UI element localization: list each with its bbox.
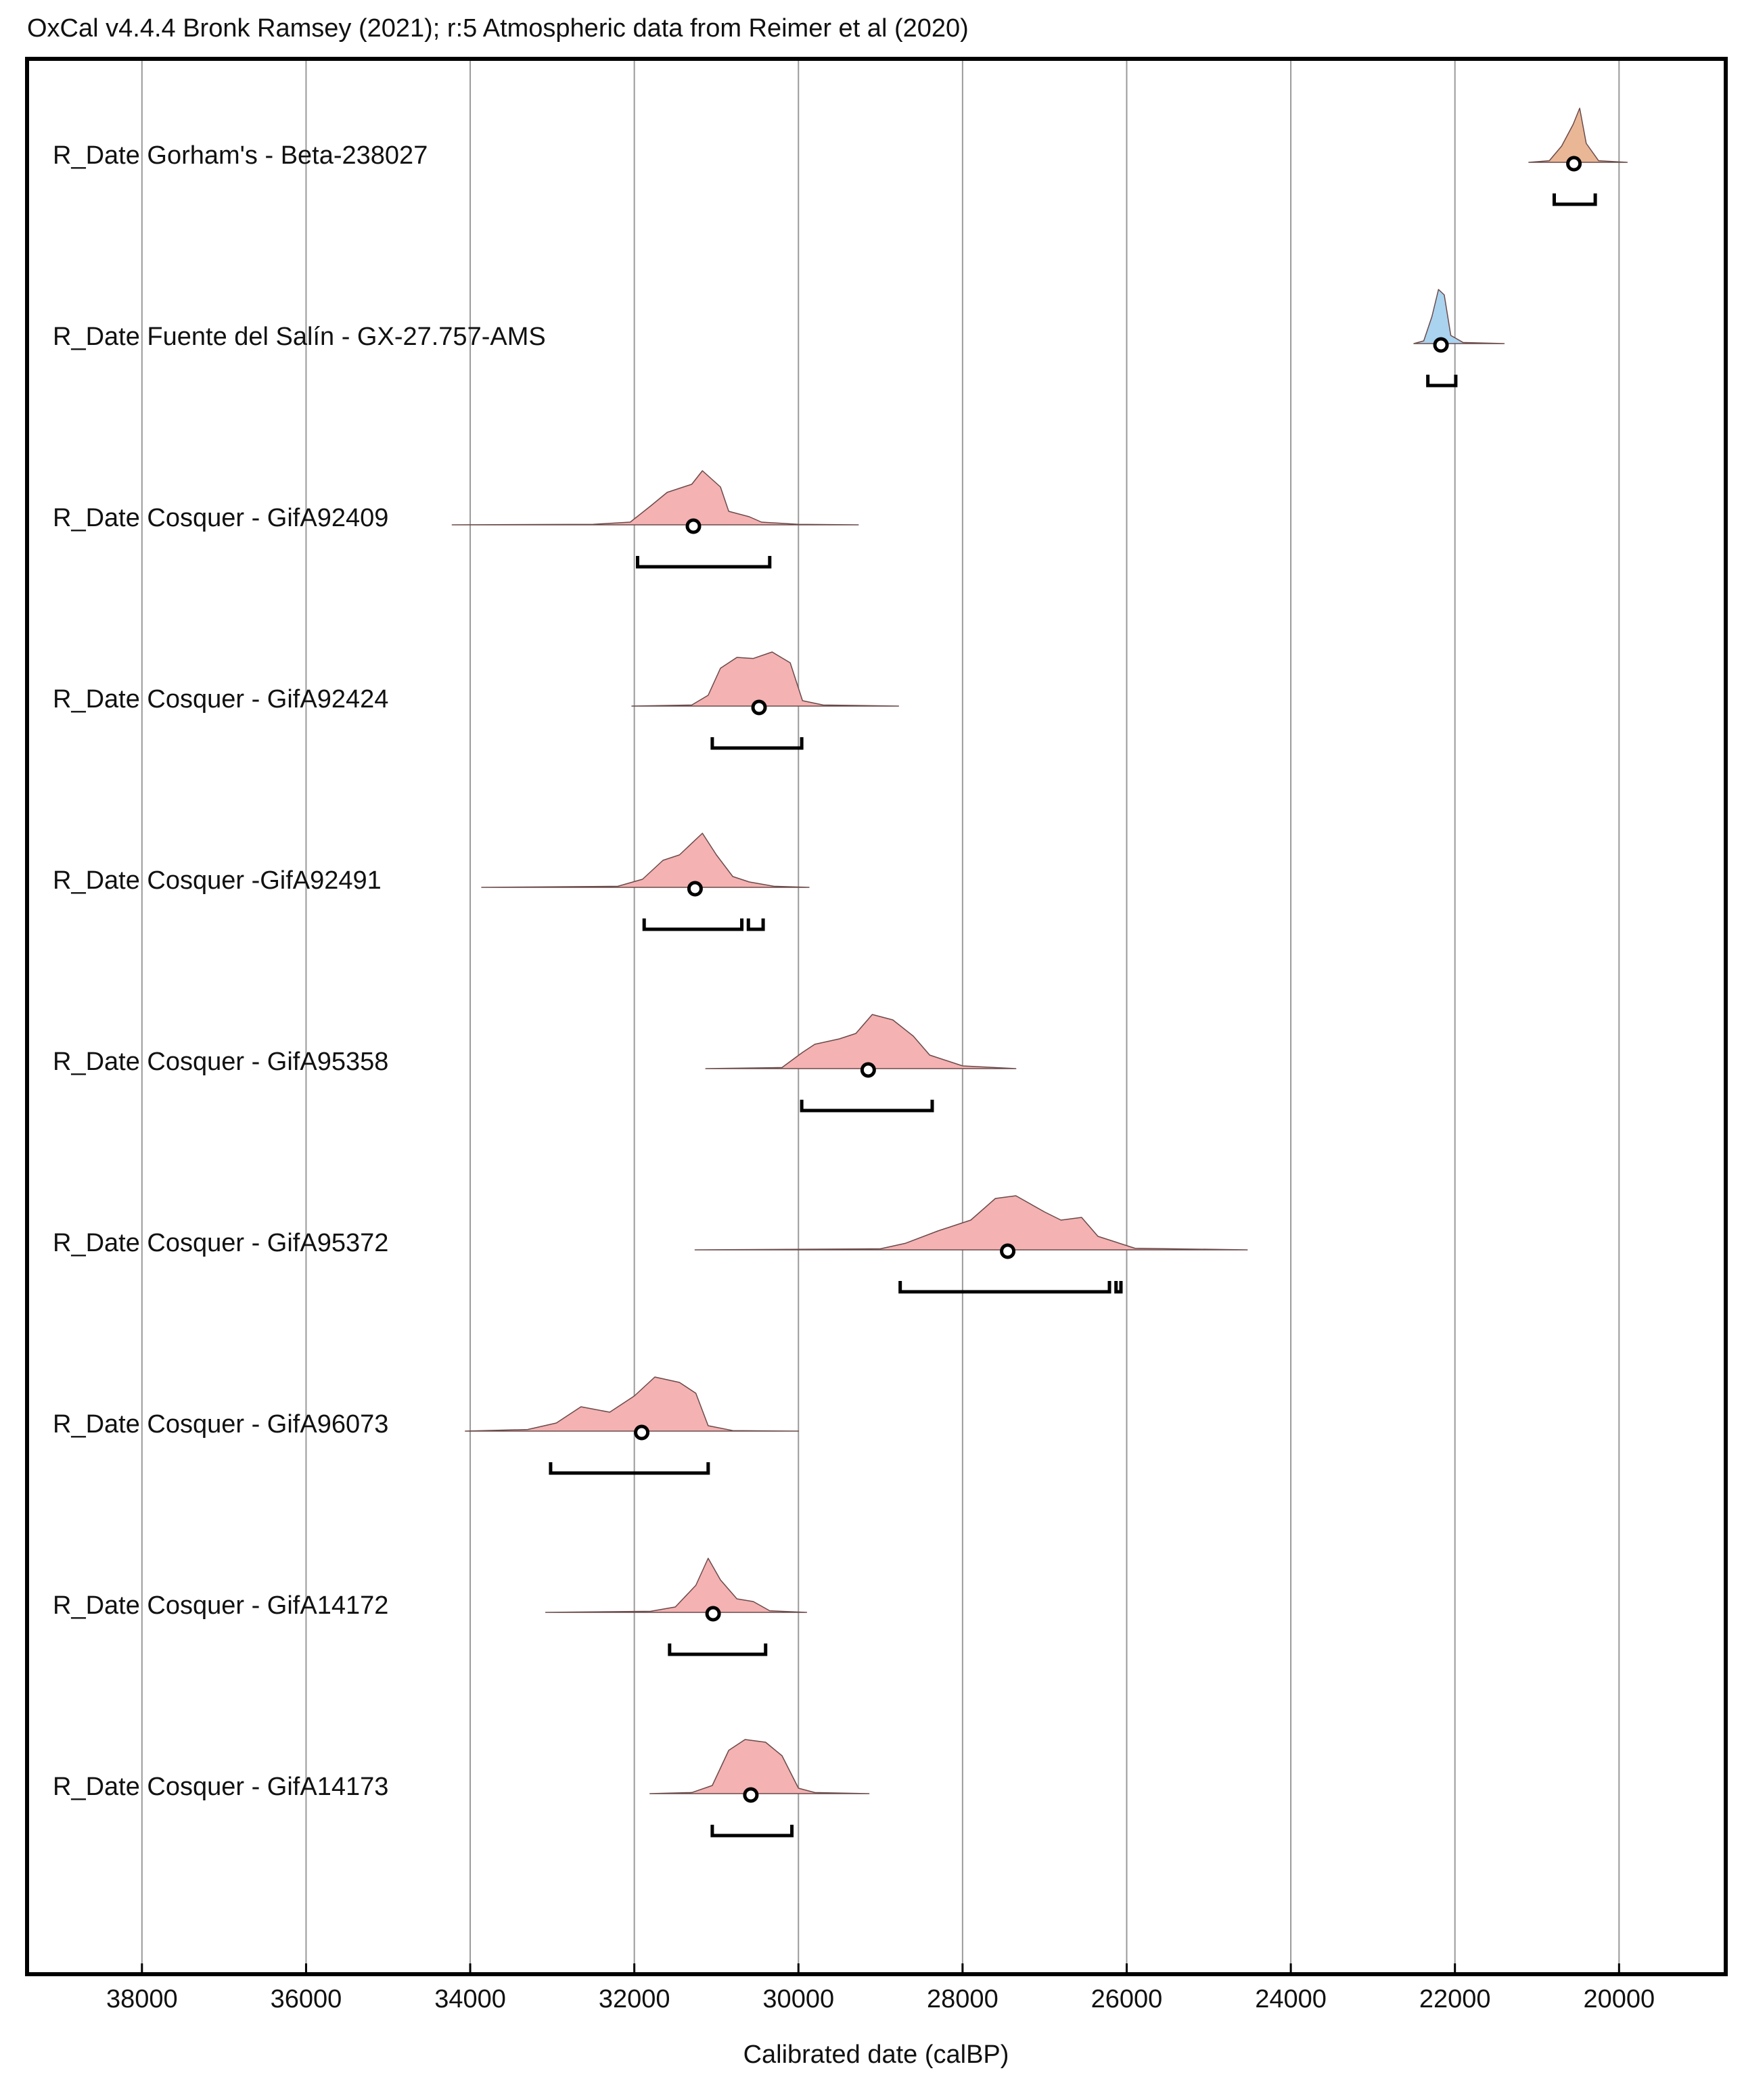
median-marker	[743, 1787, 759, 1803]
median-marker	[705, 1606, 721, 1622]
distribution	[1528, 108, 1628, 163]
distribution	[631, 651, 900, 707]
range-bracket	[746, 918, 765, 931]
x-tick-label: 26000	[1091, 1985, 1163, 2013]
date-label: R_Date Cosquer - GifA95358	[53, 1048, 388, 1076]
x-axis-title: Calibrated date (calBP)	[743, 2040, 1009, 2069]
median-marker	[751, 699, 767, 716]
x-tick-label: 24000	[1255, 1985, 1327, 2013]
range-bracket	[1426, 375, 1458, 388]
range-bracket	[1552, 193, 1597, 206]
range-bracket	[642, 918, 744, 931]
median-marker	[687, 881, 703, 897]
median-marker	[634, 1424, 650, 1441]
distribution	[481, 833, 810, 888]
x-tick-label: 38000	[106, 1985, 178, 2013]
range-bracket	[800, 1100, 934, 1113]
date-label: R_Date Cosquer - GifA92424	[53, 685, 388, 714]
x-tick-label: 36000	[271, 1985, 342, 2013]
date-label: R_Date Fuente del Salín - GX-27.757-AMS	[53, 323, 546, 351]
range-bracket	[549, 1462, 710, 1475]
distribution	[705, 1014, 1017, 1069]
date-label: R_Date Cosquer - GifA14173	[53, 1773, 388, 1801]
x-tick-label: 30000	[762, 1985, 834, 2013]
date-label: R_Date Cosquer - GifA96073	[53, 1410, 388, 1439]
range-bracket	[668, 1643, 768, 1656]
range-bracket	[710, 737, 804, 750]
distribution	[451, 470, 859, 526]
median-marker	[1566, 156, 1582, 172]
plot-frame	[25, 57, 1728, 1976]
range-bracket	[636, 556, 772, 569]
range-bracket	[710, 1825, 794, 1838]
median-marker	[1000, 1243, 1016, 1259]
distribution	[649, 1739, 870, 1794]
chart-title: OxCal v4.4.4 Bronk Ramsey (2021); r:5 At…	[27, 14, 969, 43]
x-tick-label: 32000	[599, 1985, 670, 2013]
date-label: R_Date Cosquer -GifA92491	[53, 866, 382, 895]
median-marker	[685, 518, 702, 534]
median-marker	[860, 1062, 876, 1078]
distribution	[465, 1376, 800, 1432]
range-bracket	[1114, 1281, 1123, 1294]
date-label: R_Date Cosquer - GifA92409	[53, 504, 388, 532]
distribution	[545, 1558, 808, 1613]
distribution	[1413, 289, 1505, 344]
x-tick-label: 22000	[1419, 1985, 1491, 2013]
range-bracket	[898, 1281, 1111, 1294]
x-tick-label: 28000	[927, 1985, 999, 2013]
distribution	[694, 1195, 1248, 1251]
date-label: R_Date Cosquer - GifA14172	[53, 1591, 388, 1620]
date-label: R_Date Cosquer - GifA95372	[53, 1229, 388, 1257]
date-label: R_Date Gorham's - Beta-238027	[53, 141, 428, 170]
median-marker	[1433, 337, 1449, 353]
x-tick-label: 20000	[1583, 1985, 1655, 2013]
x-tick-label: 34000	[434, 1985, 506, 2013]
